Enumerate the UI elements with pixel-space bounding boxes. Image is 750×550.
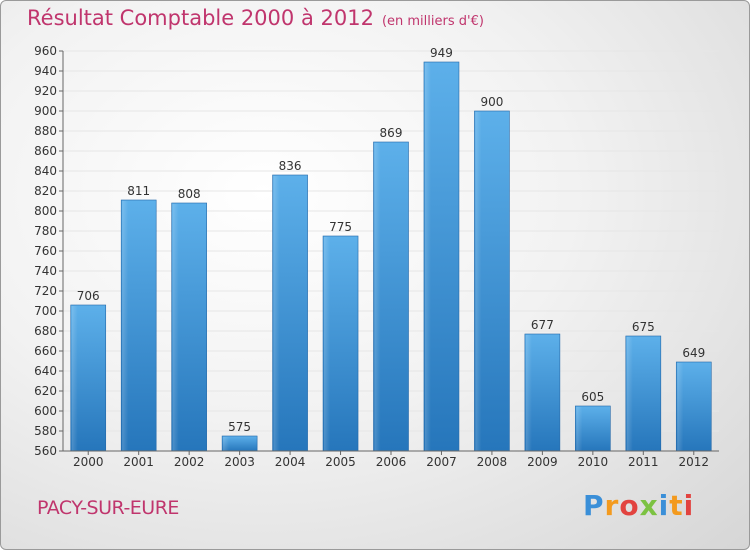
y-tick-label: 820 xyxy=(34,184,57,198)
x-tick-label: 2009 xyxy=(527,455,558,469)
y-tick-label: 700 xyxy=(34,304,57,318)
y-tick-label: 680 xyxy=(34,324,57,338)
bar-highlight xyxy=(122,201,129,451)
y-tick-label: 660 xyxy=(34,344,57,358)
y-tick-label: 620 xyxy=(34,384,57,398)
bar-value-label: 836 xyxy=(279,159,302,173)
bar-highlight xyxy=(576,407,583,451)
y-tick-label: 960 xyxy=(34,44,57,58)
y-tick-label: 880 xyxy=(34,124,57,138)
bar-value-label: 900 xyxy=(480,95,503,109)
x-tick-label: 2011 xyxy=(628,455,659,469)
y-tick-label: 800 xyxy=(34,204,57,218)
y-tick-label: 860 xyxy=(34,144,57,158)
bar-value-label: 575 xyxy=(228,420,251,434)
bar-highlight xyxy=(626,337,633,451)
x-tick-label: 2003 xyxy=(224,455,255,469)
bar-value-label: 949 xyxy=(430,46,453,60)
bar-highlight xyxy=(475,112,482,451)
bar-highlight xyxy=(223,437,230,451)
x-tick-label: 2012 xyxy=(678,455,709,469)
bar-value-label: 649 xyxy=(682,346,705,360)
x-tick-label: 2007 xyxy=(426,455,457,469)
x-tick-label: 2005 xyxy=(325,455,356,469)
y-tick-label: 580 xyxy=(34,424,57,438)
y-tick-label: 900 xyxy=(34,104,57,118)
x-axis: 2000 2001 2002 2003 2004 2005 2006 2007 2008 2009… xyxy=(63,450,719,469)
bar-value-label: 675 xyxy=(632,320,655,334)
bar-highlight xyxy=(172,204,179,451)
chart-unit: (en milliers d'€) xyxy=(381,14,484,29)
commune-name: PACY-SUR-EURE xyxy=(37,497,179,519)
bar-highlight xyxy=(324,237,331,451)
bar-value-label: 677 xyxy=(531,318,554,332)
y-tick-label: 560 xyxy=(34,444,57,458)
x-tick-label: 2001 xyxy=(123,455,154,469)
y-tick-label: 640 xyxy=(34,364,57,378)
bars: 706 811 808 575 836 775 869 949 900 677 605 675 649 xyxy=(70,46,712,452)
y-tick-label: 600 xyxy=(34,404,57,418)
bar-highlight xyxy=(525,335,532,451)
bar-highlight xyxy=(424,63,431,451)
bar-value-label: 605 xyxy=(581,390,604,404)
x-tick-label: 2002 xyxy=(174,455,205,469)
bar-value-label: 869 xyxy=(380,126,403,140)
x-tick-label: 2006 xyxy=(376,455,407,469)
y-tick-label: 920 xyxy=(34,84,57,98)
bar-highlight xyxy=(273,176,280,451)
y-tick-label: 760 xyxy=(34,244,57,258)
x-tick-label: 2010 xyxy=(578,455,609,469)
chart-title: Résultat Comptable 2000 à 2012 (en millie… xyxy=(27,6,484,30)
y-tick-label: 720 xyxy=(34,284,57,298)
x-tick-label: 2004 xyxy=(275,455,306,469)
y-tick-label: 780 xyxy=(34,224,57,238)
proxiti-logo: Proxiti xyxy=(583,489,695,522)
x-tick-label: 2008 xyxy=(477,455,508,469)
bar-value-label: 808 xyxy=(178,187,201,201)
bar-value-label: 706 xyxy=(77,289,100,303)
bar-highlight xyxy=(71,306,78,451)
y-tick-label: 740 xyxy=(34,264,57,278)
x-tick-label: 2000 xyxy=(73,455,104,469)
bar-highlight xyxy=(374,143,381,451)
y-tick-label: 940 xyxy=(34,64,57,78)
chart-title-text: Résultat Comptable 2000 à 2012 xyxy=(27,6,374,30)
y-axis: 560 580 600 620 640 660 680 700 720 740 760 780 800 8… xyxy=(34,44,64,458)
bar-value-label: 775 xyxy=(329,220,352,234)
bar-highlight xyxy=(677,363,684,451)
y-tick-label: 840 xyxy=(34,164,57,178)
bar-value-label: 811 xyxy=(127,184,150,198)
